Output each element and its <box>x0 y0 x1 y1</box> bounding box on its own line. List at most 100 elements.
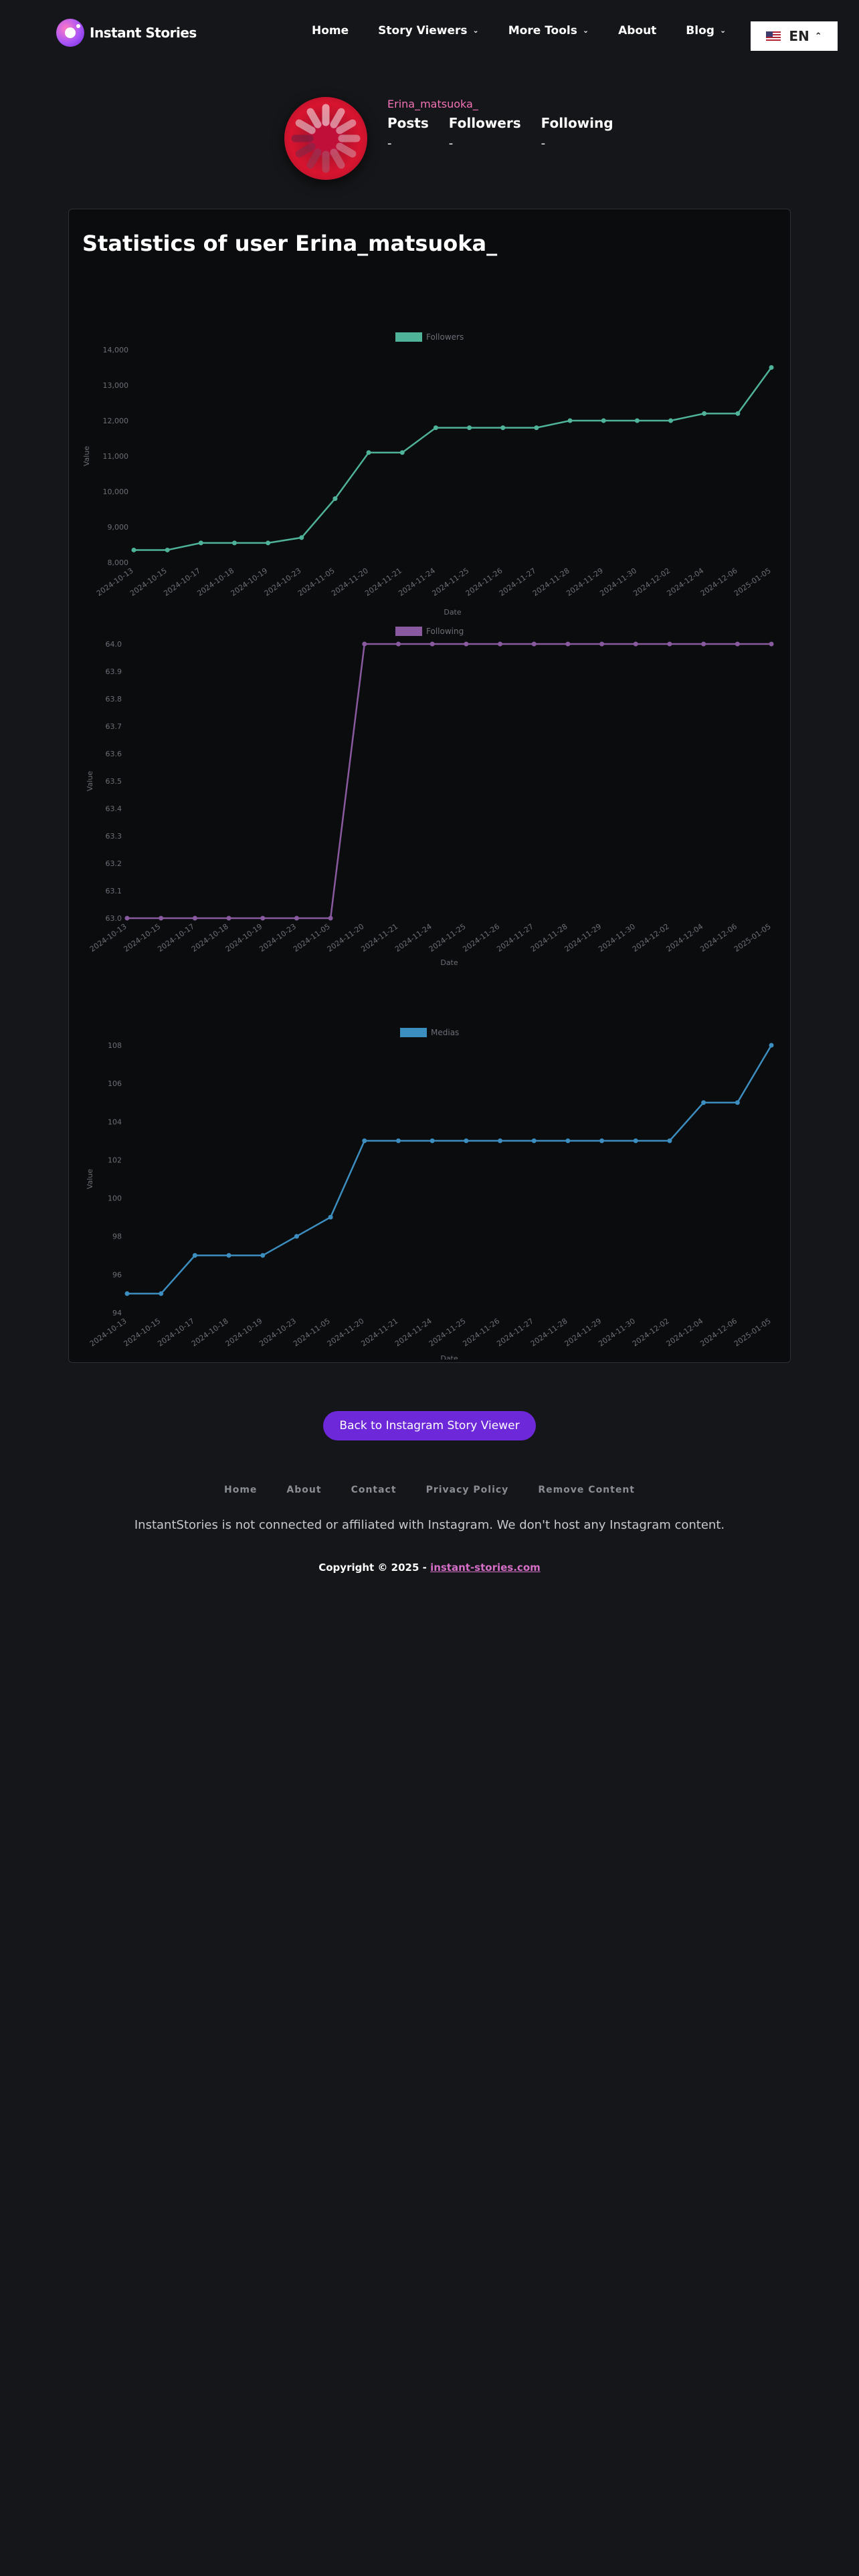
x-tick-label: 2024-11-05 <box>292 922 332 954</box>
y-tick-label: 102 <box>108 1156 122 1164</box>
y-tick-label: 11,000 <box>103 452 129 461</box>
x-axis-label: Date <box>440 1354 458 1360</box>
data-point <box>159 1291 164 1296</box>
data-point <box>294 1234 299 1239</box>
stat-label: Following <box>541 115 613 131</box>
spinner-spoke <box>295 119 316 134</box>
data-point <box>565 641 571 647</box>
data-point <box>124 1291 130 1296</box>
x-tick-label: 2024-10-18 <box>190 922 230 954</box>
y-axis-label: Value <box>82 446 91 466</box>
x-tick-label: 2024-10-13 <box>88 1317 128 1348</box>
nav-item-more-tools[interactable]: More Tools ⌄ <box>508 24 589 37</box>
x-tick-label: 2024-11-30 <box>597 1317 637 1348</box>
footer-link-home[interactable]: Home <box>224 1485 258 1495</box>
data-point <box>362 641 367 647</box>
medias-chart-svg: Medias 94 96 98 100 102 104 106 108 Value 2024-10-… <box>86 1028 774 1360</box>
x-tick-label: 2024-11-24 <box>397 566 437 598</box>
x-tick-label: 2024-12-06 <box>698 922 739 954</box>
data-point <box>467 425 472 431</box>
data-point <box>735 1100 740 1105</box>
nav-item-story-viewers[interactable]: Story Viewers ⌄ <box>378 24 479 37</box>
data-point <box>395 641 401 647</box>
copyright-link[interactable]: instant-stories.com <box>430 1562 541 1574</box>
main-menu: Home Story Viewers ⌄ More Tools ⌄ About Bl… <box>312 24 793 37</box>
top-navbar: Instant Stories Home Story Viewers ⌄ More… <box>0 0 859 66</box>
following-chart: Following 63.0 63.1 63.2 63.3 63.4 63.5 63.6 63.… <box>69 617 790 965</box>
footer-link-privacy[interactable]: Privacy Policy <box>425 1485 509 1495</box>
data-point <box>667 641 672 647</box>
data-point <box>260 916 266 921</box>
y-tick-label: 9,000 <box>108 523 129 532</box>
following-chart-svg: Following 63.0 63.1 63.2 63.3 63.4 63.5 63.6 63.… <box>86 627 774 965</box>
data-point <box>198 540 203 546</box>
x-tick-label: 2024-12-02 <box>631 922 671 954</box>
footer-link-contact[interactable]: Contact <box>351 1485 397 1495</box>
y-tick-label: 12,000 <box>103 417 129 425</box>
data-point <box>498 1138 503 1144</box>
footer-disclaimer: InstantStories is not connected or affil… <box>134 1518 725 1532</box>
x-tick-label: 2024-10-19 <box>229 566 270 598</box>
x-tick-label: 2024-11-29 <box>565 566 605 598</box>
spinner-spoke <box>306 108 322 128</box>
data-point <box>464 641 469 647</box>
x-tick-label: 2024-10-18 <box>190 1317 230 1348</box>
stat-value: - <box>541 136 546 150</box>
x-tick-label: 2024-11-28 <box>529 922 569 954</box>
footer-link-remove-content[interactable]: Remove Content <box>538 1485 635 1495</box>
data-point <box>769 641 774 647</box>
data-point <box>131 547 136 552</box>
data-point <box>332 496 338 502</box>
site-logo[interactable]: Instant Stories <box>56 19 197 47</box>
data-point <box>498 641 503 647</box>
y-tick-label: 63.8 <box>106 695 122 704</box>
data-point <box>565 1138 571 1144</box>
y-tick-label: 8,000 <box>108 558 129 567</box>
data-point <box>634 418 640 423</box>
x-tick-label: 2025-01-05 <box>733 1317 773 1348</box>
x-tick-label: 2024-11-05 <box>292 1317 332 1348</box>
x-tick-label: 2024-11-29 <box>563 1317 603 1348</box>
language-selector[interactable]: EN ⌃ <box>751 21 838 51</box>
back-to-story-viewer-button[interactable]: Back to Instagram Story Viewer <box>323 1411 536 1440</box>
y-tick-label: 64.0 <box>106 640 122 649</box>
series-line <box>127 643 771 920</box>
nav-item-blog[interactable]: Blog ⌄ <box>686 24 727 37</box>
us-flag-icon <box>766 31 781 41</box>
x-tick-label: 2024-10-15 <box>122 922 163 954</box>
footer-links: Home About Contact Privacy Policy Remove… <box>0 1485 859 1495</box>
stat-label: Posts <box>387 115 429 131</box>
spinner-spoke <box>330 108 345 128</box>
y-tick-label: 63.1 <box>106 887 122 895</box>
x-axis-label: Date <box>440 958 458 965</box>
legend-swatch <box>395 627 422 636</box>
loading-spinner-icon <box>291 104 361 173</box>
x-tick-label: 2024-10-23 <box>258 1317 298 1348</box>
x-tick-label: 2024-11-27 <box>495 1317 535 1348</box>
followers-chart: Followers 8,000 9,000 10,000 11,000 12,000 13,… <box>69 270 790 617</box>
x-tick-label: 2024-10-17 <box>156 922 196 954</box>
x-tick-label: 2024-12-04 <box>665 1317 705 1348</box>
spinner-spoke <box>336 142 357 158</box>
stat-following: Following - <box>541 115 613 150</box>
series-line <box>127 1045 773 1295</box>
y-tick-label: 10,000 <box>103 488 129 496</box>
x-tick-label: 2024-12-06 <box>698 1317 739 1348</box>
x-tick-label: 2024-10-18 <box>195 566 235 598</box>
nav-item-home[interactable]: Home <box>312 24 349 37</box>
nav-item-about[interactable]: About <box>618 24 657 37</box>
chevron-down-icon: ⌄ <box>719 26 727 35</box>
x-tick-label: 2024-11-28 <box>529 1317 569 1348</box>
footer-link-about[interactable]: About <box>286 1485 322 1495</box>
copyright-text: Copyright © 2025 - <box>318 1562 431 1574</box>
data-point <box>701 641 706 647</box>
x-tick-label: 2024-11-24 <box>393 1317 434 1348</box>
data-point <box>534 425 539 431</box>
y-tick-label: 63.3 <box>106 832 122 841</box>
data-point <box>599 1138 605 1144</box>
x-tick-label: 2024-11-27 <box>498 566 538 598</box>
x-tick-label: 2024-12-02 <box>631 1317 671 1348</box>
data-point <box>366 450 371 455</box>
profile-username: Erina_matsuoka_ <box>387 98 478 110</box>
data-point <box>159 916 164 921</box>
